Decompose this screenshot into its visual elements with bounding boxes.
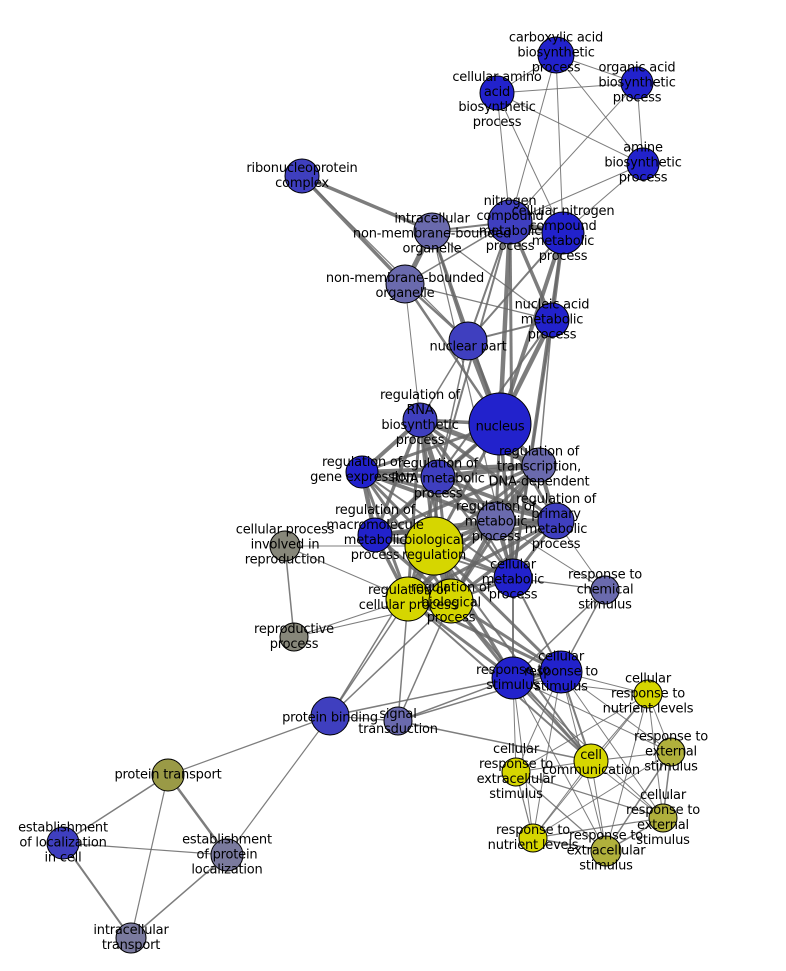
graph-node[interactable] [537,502,575,540]
edge [532,751,672,839]
edge [432,544,563,674]
graph-node[interactable] [479,75,515,111]
graph-node[interactable] [518,823,548,853]
graph-node[interactable] [357,517,393,553]
edge [62,842,132,939]
edge [62,842,228,856]
graph-node[interactable] [385,264,425,304]
graph-node[interactable] [284,158,320,194]
edge [431,230,553,321]
edge [167,715,331,776]
graph-node[interactable] [383,706,413,736]
edge [512,677,672,753]
edge [496,92,564,234]
edge [509,163,644,223]
graph-node[interactable] [402,402,438,438]
edge [515,771,607,852]
edge [512,677,534,839]
graph-node[interactable] [487,199,533,245]
graph-node[interactable] [310,696,350,736]
edge [555,54,644,165]
graph-node[interactable] [620,66,654,100]
edge [437,340,469,478]
graph-node[interactable] [534,302,570,338]
nodes-group[interactable] [46,36,686,954]
graph-node[interactable] [210,838,244,872]
graph-node[interactable] [279,622,309,652]
graph-node[interactable] [385,576,431,622]
graph-node[interactable] [404,516,464,576]
edge [605,751,672,852]
graph-node[interactable] [626,147,660,181]
edge [329,677,514,717]
graph-node[interactable] [491,656,535,700]
edge [226,715,331,856]
edge [509,82,638,223]
graph-node[interactable] [656,737,686,767]
edge [374,463,540,537]
edge [130,774,169,939]
edge [300,174,407,286]
edge [166,774,229,856]
graph-node[interactable] [420,459,456,495]
edge [532,671,562,839]
graph-node[interactable] [633,679,663,709]
edge [496,82,638,94]
edge [495,520,606,591]
edge [647,693,664,819]
edge [560,671,672,753]
edge [605,693,649,852]
edge [515,771,664,819]
graph-node[interactable] [537,36,575,74]
graph-node[interactable] [521,447,557,483]
edge [329,545,435,717]
graph-node[interactable] [413,212,451,250]
graph-node[interactable] [648,803,678,833]
graph-node[interactable] [269,530,301,562]
edge [329,600,452,717]
edge [404,283,421,421]
graph-node[interactable] [590,835,622,867]
edge [404,283,553,321]
edge [555,54,564,234]
graph-node[interactable] [501,757,531,787]
edge [374,519,557,537]
edge [467,232,564,342]
graph-node[interactable] [468,392,532,456]
edge [361,470,557,523]
graph-node[interactable] [493,558,533,598]
edge [538,319,553,466]
edges-group [62,54,672,939]
edge [301,174,433,233]
edge [62,774,169,844]
graph-node[interactable] [428,578,474,624]
graph-node[interactable] [115,922,147,954]
edge [373,419,422,536]
edge [397,720,592,762]
edge [512,677,607,852]
edge [130,854,228,939]
edge [532,817,664,839]
graph-node[interactable] [448,321,488,361]
graph-node[interactable] [573,743,609,779]
edge [515,693,649,773]
graph-node[interactable] [539,650,583,694]
edge [509,54,557,223]
graph-node[interactable] [590,575,620,605]
edge [329,598,409,717]
graph-node[interactable] [345,455,379,489]
edge [361,470,497,523]
graph-node[interactable] [151,758,185,792]
graph-node[interactable] [46,826,80,860]
edge [301,175,469,342]
graph-node[interactable] [476,501,516,541]
edge [560,671,664,819]
edge [498,232,565,425]
edge [496,92,644,165]
graph-node[interactable] [541,211,585,255]
